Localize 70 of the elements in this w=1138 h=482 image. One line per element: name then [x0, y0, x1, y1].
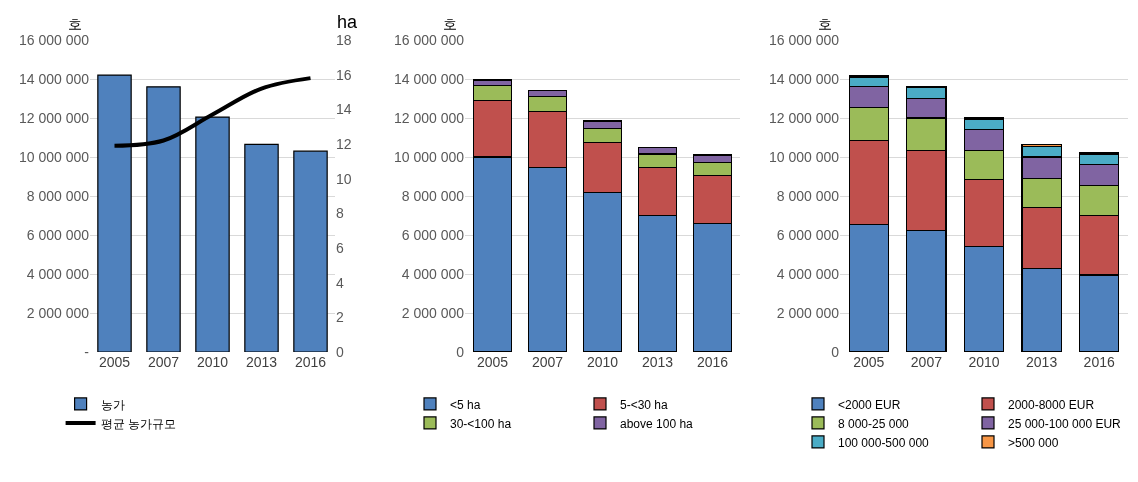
- legend-label: 농가: [100, 397, 125, 412]
- legend-label: >500 000: [1008, 435, 1059, 450]
- y-tick-label: 8 000 000: [776, 187, 840, 204]
- y-tick-label: 10 000 000: [18, 148, 90, 165]
- x-tick-label: 2005: [476, 354, 509, 370]
- y2-tick-label: 4: [336, 274, 344, 291]
- legend-label: 5-<30 ha: [620, 397, 669, 412]
- y-tick-label: 2 000 000: [401, 304, 465, 321]
- x-tick-label: 2016: [294, 354, 327, 370]
- y-tick-label: 16 000 000: [18, 31, 90, 48]
- y-tick-label: 6 000 000: [26, 226, 90, 243]
- x-tick-label: 2016: [1083, 354, 1115, 370]
- y-tick-label: 4 000 000: [776, 265, 840, 282]
- y-tick-label: -: [84, 343, 90, 360]
- legend-label: <2000 EUR: [838, 397, 901, 412]
- y-tick-label: 12 000 000: [393, 109, 465, 126]
- legend-label: <5 ha: [450, 397, 481, 412]
- y2-tick-label: 16: [336, 66, 352, 83]
- legend-label: 2000-8000 EUR: [1008, 397, 1095, 412]
- y2-tick-label: 10: [336, 170, 352, 187]
- x-tick-label: 2007: [147, 354, 180, 370]
- x-tick-label: 2005: [853, 354, 885, 370]
- y-tick-label: 2 000 000: [776, 304, 840, 321]
- legend-label: 8 000-25 000: [838, 416, 910, 431]
- x-tick-label: 2010: [196, 354, 229, 370]
- y-tick-label: 6 000 000: [401, 226, 465, 243]
- legend-label: 100 000-500 000: [838, 435, 930, 450]
- y-tick-label: 2 000 000: [26, 304, 90, 321]
- legend-label: 25 000-100 000 EUR: [1008, 416, 1122, 431]
- y-tick-label: 4 000 000: [26, 265, 90, 282]
- y-tick-label: 0: [456, 343, 465, 360]
- y-axis-title: 호: [68, 16, 82, 32]
- y-axis-title: 호: [818, 16, 832, 32]
- y-tick-label: 12 000 000: [18, 109, 90, 126]
- y2-axis-title: ha: [337, 12, 359, 32]
- y-axis-title: 호: [443, 16, 457, 32]
- x-tick-label: 2010: [968, 354, 1000, 370]
- y2-tick-label: 12: [336, 135, 352, 152]
- y2-tick-label: 18: [336, 31, 352, 48]
- y-tick-label: 0: [831, 343, 840, 360]
- x-tick-label: 2005: [98, 354, 131, 370]
- y-tick-label: 8 000 000: [401, 187, 465, 204]
- y2-tick-label: 14: [336, 101, 352, 118]
- y-tick-label: 10 000 000: [768, 148, 840, 165]
- y-tick-label: 16 000 000: [768, 31, 840, 48]
- y2-tick-label: 6: [336, 239, 344, 256]
- x-tick-label: 2007: [910, 354, 943, 370]
- y2-tick-label: 2: [336, 309, 344, 326]
- y-tick-label: 14 000 000: [18, 70, 90, 87]
- legend-label: above 100 ha: [620, 416, 694, 431]
- bar: [293, 150, 328, 352]
- x-tick-label: 2013: [1026, 354, 1058, 370]
- y-tick-label: 4 000 000: [401, 265, 465, 282]
- y2-tick-label: 0: [336, 343, 344, 360]
- legend-label: 평균 농가규모: [100, 416, 176, 431]
- x-tick-label: 2007: [531, 354, 564, 370]
- y-tick-label: 6 000 000: [776, 226, 840, 243]
- y2-tick-label: 8: [336, 205, 344, 222]
- y-tick-label: 16 000 000: [393, 31, 465, 48]
- y-tick-label: 8 000 000: [26, 187, 90, 204]
- bar: [244, 143, 279, 352]
- x-tick-label: 2013: [245, 354, 278, 370]
- legend-label: 30-<100 ha: [450, 416, 512, 431]
- y-tick-label: 14 000 000: [768, 70, 840, 87]
- y-tick-label: 10 000 000: [393, 148, 465, 165]
- y-tick-label: 12 000 000: [768, 109, 840, 126]
- x-tick-label: 2016: [696, 354, 729, 370]
- y-tick-label: 14 000 000: [393, 70, 465, 87]
- x-tick-label: 2010: [586, 354, 619, 370]
- x-tick-label: 2013: [641, 354, 674, 370]
